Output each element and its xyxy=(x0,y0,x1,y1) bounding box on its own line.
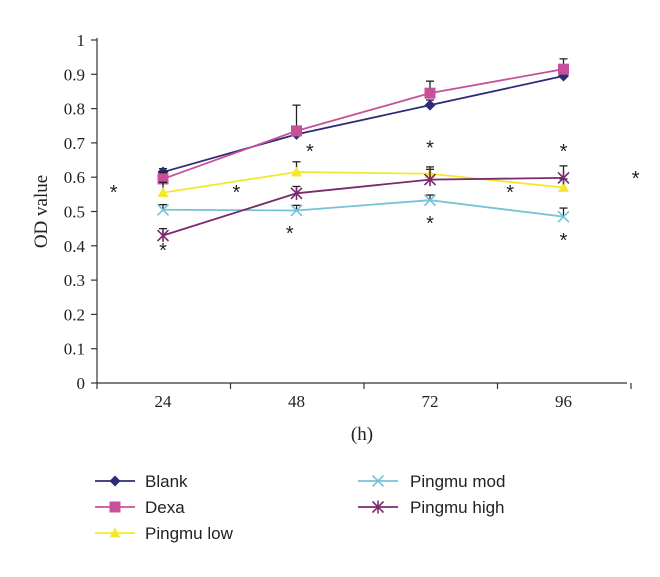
data-point xyxy=(291,166,302,177)
legend-item-pingmu-high: Pingmu high xyxy=(358,498,505,517)
legend-swatch-marker xyxy=(371,474,385,488)
significance-star: * xyxy=(560,141,568,163)
data-point xyxy=(157,187,169,198)
x-tick-label: 48 xyxy=(288,392,305,411)
x-axis-ticks: 24 48 72 96 xyxy=(96,383,632,411)
y-tick-label: 0.2 xyxy=(64,305,85,324)
legend-swatch-marker xyxy=(109,501,121,513)
significance-star: * xyxy=(560,230,568,252)
significance-star: * xyxy=(159,240,167,262)
data-point xyxy=(423,173,437,187)
series-blank xyxy=(157,70,569,178)
y-tick-label: 0.8 xyxy=(64,100,85,119)
legend-label: Pingmu mod xyxy=(410,472,505,491)
legend-item-pingmu-low: Pingmu low xyxy=(95,524,234,543)
y-tick-label: 0.4 xyxy=(64,237,86,256)
y-axis-label: OD value xyxy=(31,175,52,248)
y-tick-label: 0.1 xyxy=(64,340,85,359)
legend-label: Dexa xyxy=(145,498,185,517)
data-point xyxy=(424,87,436,99)
legend-item-dexa: Dexa xyxy=(95,498,185,517)
significance-star: * xyxy=(306,141,314,163)
significance-star: * xyxy=(110,182,118,204)
x-tick-label: 24 xyxy=(155,392,173,411)
data-point xyxy=(157,173,169,185)
legend-item-blank: Blank xyxy=(95,472,188,491)
data-point xyxy=(423,194,437,207)
y-tick-label: 0.9 xyxy=(64,65,85,84)
series-line xyxy=(162,75,564,173)
data-point xyxy=(557,171,570,185)
data-point xyxy=(290,186,303,200)
data-point xyxy=(156,229,170,243)
significance-star: * xyxy=(286,223,294,245)
legend-swatch-marker xyxy=(371,500,385,514)
series-line xyxy=(162,199,564,218)
series-line xyxy=(162,68,564,180)
series-pingmu-high xyxy=(156,165,570,243)
y-tick-label: 0.3 xyxy=(64,271,85,290)
significance-star: * xyxy=(426,213,434,235)
legend-item-pingmu-mod: Pingmu mod xyxy=(358,472,505,491)
y-tick-label: 0.6 xyxy=(64,168,85,187)
x-tick-label: 96 xyxy=(555,392,572,411)
x-axis-label: (h) xyxy=(351,424,373,445)
data-point xyxy=(557,210,570,223)
data-point xyxy=(424,99,436,111)
series-pingmu-mod xyxy=(156,194,570,223)
series-layer xyxy=(156,58,570,243)
data-point xyxy=(558,181,569,192)
legend-swatch-marker xyxy=(109,475,121,487)
y-tick-label: 0.5 xyxy=(64,203,85,222)
significance-star: * xyxy=(506,182,514,204)
series-line xyxy=(162,176,564,237)
series-dexa xyxy=(157,58,569,185)
x-tick-label: 72 xyxy=(422,392,439,411)
legend-label: Blank xyxy=(145,472,188,491)
legend-swatch-marker xyxy=(109,527,121,538)
legend-label: Pingmu high xyxy=(410,498,505,517)
significance-star: * xyxy=(233,182,241,204)
significance-star: * xyxy=(632,168,640,190)
axes xyxy=(96,38,627,384)
legend: Blank Dexa Pingmu low Pingmu mod Pingmu high xyxy=(95,472,505,543)
data-point xyxy=(290,204,303,217)
y-axis-ticks: 0 0.1 0.2 0.3 0.4 0.5 0.6 0.7 0.8 0.9 1 xyxy=(64,31,97,393)
y-tick-label: 0.7 xyxy=(64,134,86,153)
data-point xyxy=(558,63,569,75)
significance-star: * xyxy=(426,137,434,159)
series-line xyxy=(162,171,564,194)
data-point xyxy=(291,125,302,137)
y-tick-label: 1 xyxy=(77,31,86,50)
y-tick-label: 0 xyxy=(77,374,86,393)
legend-label: Pingmu low xyxy=(145,524,234,543)
data-point xyxy=(156,203,170,216)
significance-annotations: * * * * * * * * * * * xyxy=(110,137,640,262)
